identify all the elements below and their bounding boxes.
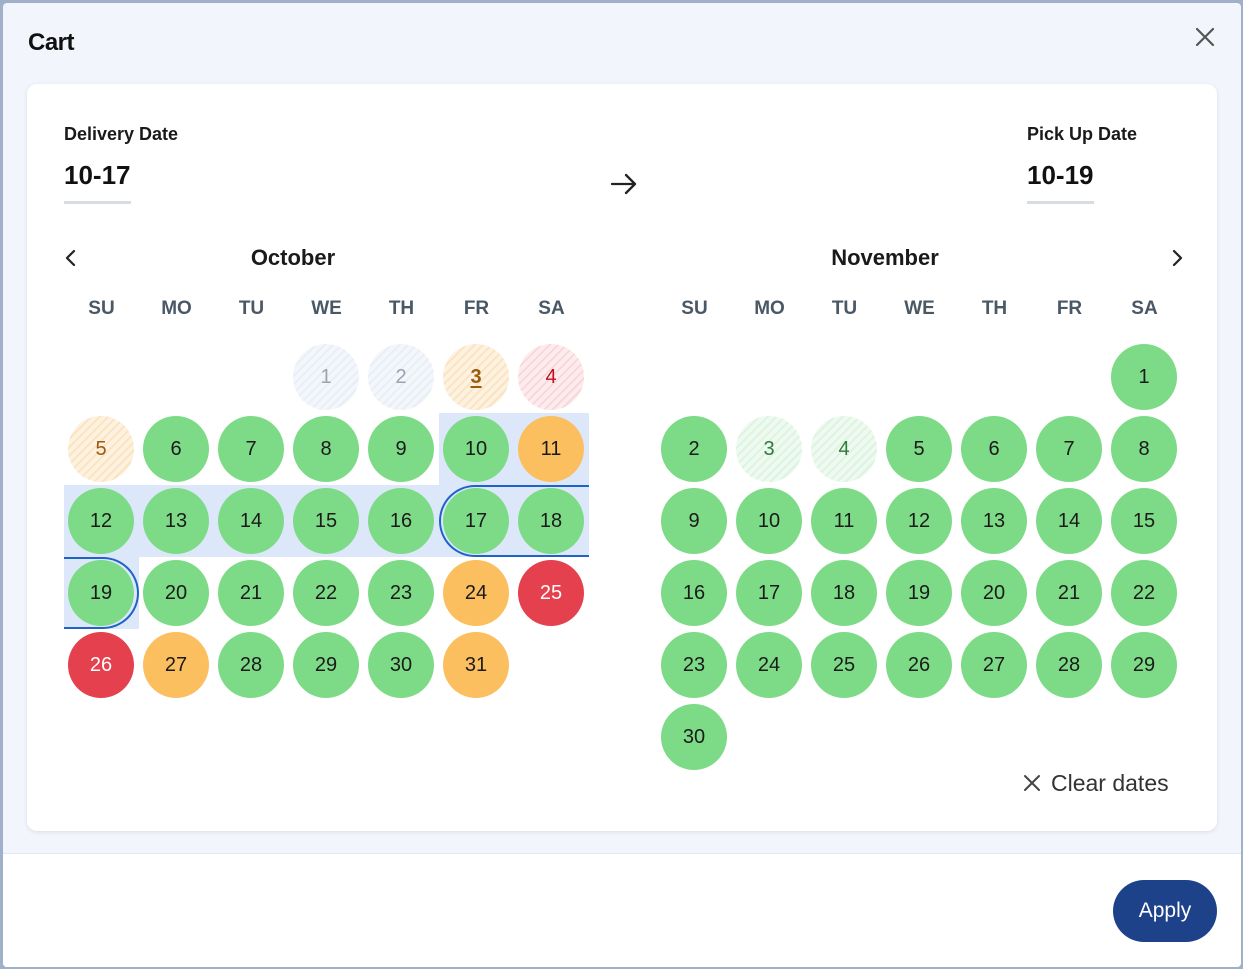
chevron-left-icon — [65, 249, 76, 267]
day-cell[interactable]: 24 — [443, 560, 509, 626]
month-title-october: October — [250, 245, 336, 270]
weekday-header: MO — [161, 298, 192, 319]
day-cell[interactable]: 23 — [368, 560, 434, 626]
pickup-date-value[interactable]: 10-19 — [1027, 160, 1094, 204]
day-cell[interactable]: 2 — [661, 416, 727, 482]
day-cell[interactable]: 27 — [961, 632, 1027, 698]
day-cell[interactable]: 7 — [1036, 416, 1102, 482]
day-cell[interactable]: 22 — [293, 560, 359, 626]
day-cell[interactable]: 6 — [143, 416, 209, 482]
clear-dates-button[interactable]: Clear dates — [1023, 768, 1169, 798]
day-cell[interactable]: 9 — [368, 416, 434, 482]
day-cell[interactable]: 30 — [368, 632, 434, 698]
day-cell[interactable]: 21 — [218, 560, 284, 626]
day-cell: 3 — [736, 416, 802, 482]
day-cell[interactable]: 7 — [218, 416, 284, 482]
day-cell[interactable]: 13 — [143, 488, 209, 554]
chevron-right-icon — [1172, 249, 1183, 267]
day-cell[interactable]: 16 — [661, 560, 727, 626]
day-cell[interactable]: 14 — [1036, 488, 1102, 554]
day-cell[interactable]: 25 — [811, 632, 877, 698]
day-cell[interactable]: 19 — [886, 560, 952, 626]
day-cell[interactable]: 22 — [1111, 560, 1177, 626]
delivery-date-value[interactable]: 10-17 — [64, 160, 131, 204]
day-cell[interactable]: 14 — [218, 488, 284, 554]
day-cell[interactable]: 31 — [443, 632, 509, 698]
weekday-header: SA — [538, 298, 565, 319]
weekday-header: TU — [831, 298, 858, 319]
date-picker-card: Delivery Date 10-17 Pick Up Date 10-19 O… — [27, 84, 1217, 831]
weekday-header: TU — [238, 298, 265, 319]
day-cell: 4 — [518, 344, 584, 410]
day-cell[interactable]: 18 — [518, 488, 584, 554]
day-cell[interactable]: 21 — [1036, 560, 1102, 626]
close-icon — [1195, 27, 1215, 47]
day-cell[interactable]: 26 — [68, 632, 134, 698]
day-cell[interactable]: 20 — [961, 560, 1027, 626]
clear-dates-label: Clear dates — [1051, 769, 1169, 796]
dialog-title: Cart — [28, 29, 75, 56]
apply-button[interactable]: Apply — [1113, 880, 1217, 942]
day-cell[interactable]: 28 — [218, 632, 284, 698]
prev-month-button[interactable] — [59, 246, 83, 270]
day-cell[interactable]: 13 — [961, 488, 1027, 554]
day-cell[interactable]: 15 — [293, 488, 359, 554]
weekday-header: SU — [88, 298, 115, 319]
day-cell[interactable]: 17 — [736, 560, 802, 626]
day-cell[interactable]: 11 — [811, 488, 877, 554]
day-cell[interactable]: 26 — [886, 632, 952, 698]
cart-dialog: Cart Delivery Date 10-17 Pick Up Date 10… — [3, 3, 1241, 967]
day-cell[interactable]: 10 — [736, 488, 802, 554]
day-cell[interactable]: 15 — [1111, 488, 1177, 554]
weekday-header: TH — [388, 298, 415, 319]
weekday-header: FR — [1056, 298, 1083, 319]
weekday-header: WE — [904, 298, 935, 319]
day-cell: 1 — [293, 344, 359, 410]
day-cell[interactable]: 20 — [143, 560, 209, 626]
weekday-header: TH — [981, 298, 1008, 319]
day-cell[interactable]: 12 — [886, 488, 952, 554]
day-cell[interactable]: 30 — [661, 704, 727, 770]
weekday-header: WE — [311, 298, 342, 319]
day-cell[interactable]: 28 — [1036, 632, 1102, 698]
day-cell[interactable]: 18 — [811, 560, 877, 626]
day-cell[interactable]: 16 — [368, 488, 434, 554]
day-cell[interactable]: 25 — [518, 560, 584, 626]
weekday-header: MO — [754, 298, 785, 319]
day-cell[interactable]: 23 — [661, 632, 727, 698]
weekday-header: SU — [681, 298, 708, 319]
day-cell[interactable]: 12 — [68, 488, 134, 554]
day-cell[interactable]: 5 — [886, 416, 952, 482]
close-button[interactable] — [1191, 23, 1219, 51]
dialog-footer: Apply — [3, 853, 1241, 967]
day-cell[interactable]: 27 — [143, 632, 209, 698]
day-cell[interactable]: 9 — [661, 488, 727, 554]
day-cell[interactable]: 10 — [443, 416, 509, 482]
day-cell[interactable]: 6 — [961, 416, 1027, 482]
pickup-date-label: Pick Up Date — [1027, 124, 1138, 144]
day-cell[interactable]: 19 — [68, 560, 134, 626]
weekday-header: SA — [1131, 298, 1158, 319]
day-cell[interactable]: 11 — [518, 416, 584, 482]
day-cell[interactable]: 17 — [443, 488, 509, 554]
x-icon — [1024, 775, 1040, 791]
day-cell[interactable]: 29 — [293, 632, 359, 698]
weekday-header: FR — [463, 298, 490, 319]
day-cell[interactable]: 24 — [736, 632, 802, 698]
day-cell[interactable]: 8 — [1111, 416, 1177, 482]
arrow-right-icon — [610, 173, 637, 195]
day-cell: 3 — [443, 344, 509, 410]
day-cell[interactable]: 29 — [1111, 632, 1177, 698]
day-cell[interactable]: 1 — [1111, 344, 1177, 410]
next-month-button[interactable] — [1165, 246, 1189, 270]
month-title-november: November — [831, 245, 939, 270]
day-cell[interactable]: 8 — [293, 416, 359, 482]
day-cell: 4 — [811, 416, 877, 482]
day-cell: 5 — [68, 416, 134, 482]
delivery-date-label: Delivery Date — [64, 124, 179, 144]
day-cell: 2 — [368, 344, 434, 410]
